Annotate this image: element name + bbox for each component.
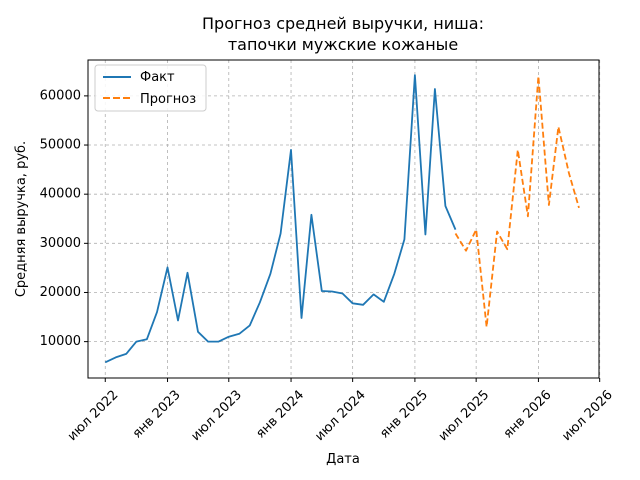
actual-data-point <box>341 292 343 294</box>
forecast-data-point <box>475 228 477 230</box>
forecast-data-point <box>506 248 508 250</box>
y-axis: 10000 20000 30000 40000 50000 60000 <box>40 88 88 349</box>
forecast-data-point <box>517 149 519 151</box>
forecast-data-point <box>548 204 550 206</box>
actual-data-point <box>156 311 158 313</box>
actual-data-point <box>300 317 302 319</box>
actual-data-point <box>351 302 353 304</box>
y-axis-label: Средняя выручка, руб. <box>14 141 29 297</box>
actual-data-point <box>444 205 446 207</box>
y-tick-label: 20000 <box>40 285 81 300</box>
plot-area-frame <box>87 59 600 379</box>
actual-data-point <box>393 273 395 275</box>
forecast-data-point <box>537 75 539 77</box>
forecast-data-point <box>465 250 467 252</box>
actual-data-point <box>290 149 292 151</box>
y-tick-label: 30000 <box>40 236 81 251</box>
forecast-data-point <box>527 215 529 217</box>
actual-data-point <box>197 331 199 333</box>
actual-data-point <box>104 361 106 363</box>
actual-data-point <box>259 301 261 303</box>
forecast-data-point <box>568 172 570 174</box>
plot-series <box>104 74 580 364</box>
y-tick-label: 50000 <box>40 138 81 153</box>
legend: Факт Прогноз <box>94 64 207 112</box>
actual-data-point <box>249 324 251 326</box>
actual-data-point <box>454 228 456 230</box>
actual-data-point <box>238 333 240 335</box>
actual-data-point <box>166 266 168 268</box>
actual-data-point <box>228 336 230 338</box>
legend-fact-label: Факт <box>140 70 175 85</box>
x-axis-label: Дата <box>326 452 360 467</box>
actual-data-point <box>310 214 312 216</box>
actual-data-point <box>207 340 209 342</box>
actual-data-point <box>217 340 219 342</box>
actual-data-point <box>321 290 323 292</box>
actual-data-point <box>383 301 385 303</box>
actual-data-point <box>424 233 426 235</box>
actual-data-point <box>177 319 179 321</box>
actual-data-point <box>269 273 271 275</box>
actual-series-line <box>104 74 457 364</box>
actual-data-point <box>372 293 374 295</box>
actual-data-point <box>135 340 137 342</box>
forecast-data-point <box>578 207 580 209</box>
actual-data-point <box>115 356 117 358</box>
legend-forecast-label: Прогноз <box>140 92 196 107</box>
y-tick-label: 40000 <box>40 187 81 202</box>
actual-data-point <box>279 232 281 234</box>
forecast-data-point <box>496 230 498 232</box>
actual-data-point <box>434 88 436 90</box>
actual-data-point <box>362 304 364 306</box>
forecast-data-point <box>557 126 559 128</box>
actual-data-point <box>146 338 148 340</box>
chart-title-line-1: Прогноз средней выручки, ниша: <box>202 14 484 33</box>
y-tick-label: 60000 <box>40 88 81 103</box>
y-tick-label: 10000 <box>40 334 81 349</box>
actual-data-point <box>125 353 127 355</box>
forecast-data-point <box>454 232 456 234</box>
chart-title-line-2: тапочки мужские кожаные <box>228 35 458 54</box>
forecast-data-point <box>485 326 487 328</box>
actual-data-point <box>414 74 416 76</box>
actual-data-point <box>331 290 333 292</box>
actual-data-point <box>186 272 188 274</box>
actual-data-point <box>403 238 405 240</box>
